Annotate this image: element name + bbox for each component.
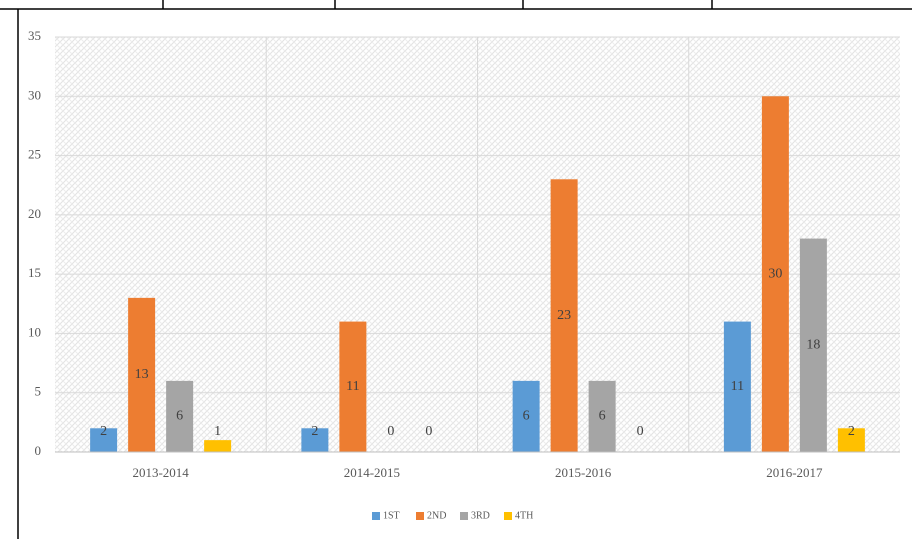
data-label: 0 [387, 424, 394, 439]
data-label: 18 [806, 338, 820, 353]
legend-label: 1ST [383, 510, 400, 521]
bar [550, 179, 578, 453]
y-tick-label: 20 [28, 206, 41, 221]
bar [723, 321, 751, 452]
data-label: 0 [425, 424, 432, 439]
bar [837, 428, 865, 452]
legend-label: 4TH [515, 510, 533, 521]
legend-swatch [504, 512, 512, 520]
data-label: 6 [523, 409, 530, 424]
bar [90, 428, 118, 452]
legend-swatch [460, 512, 468, 520]
data-label: 1 [214, 424, 221, 439]
data-label: 2 [848, 424, 855, 439]
y-tick-label: 10 [28, 324, 41, 339]
bar [128, 297, 156, 452]
legend-swatch [372, 512, 380, 520]
legend-swatch [416, 512, 424, 520]
legend-label: 3RD [471, 510, 490, 521]
y-tick-label: 0 [35, 443, 42, 458]
bar [588, 380, 616, 452]
bar [301, 428, 329, 452]
data-label: 2 [311, 424, 318, 439]
data-label: 6 [176, 409, 183, 424]
data-label: 13 [135, 367, 149, 382]
x-tick-label: 2016-2017 [766, 465, 823, 480]
x-tick-label: 2013-2014 [132, 465, 189, 480]
bar [799, 238, 827, 452]
y-tick-label: 5 [35, 384, 42, 399]
bar [761, 96, 789, 453]
y-tick-label: 25 [28, 147, 41, 162]
bar [339, 321, 367, 452]
bar [512, 380, 540, 452]
data-label: 6 [599, 409, 606, 424]
bar [166, 380, 194, 452]
data-label: 11 [346, 379, 359, 394]
y-tick-label: 30 [28, 87, 41, 102]
y-tick-label: 35 [28, 28, 41, 43]
legend-label: 2ND [427, 510, 446, 521]
data-label: 30 [768, 266, 782, 281]
bar [204, 440, 232, 452]
x-tick-label: 2014-2015 [344, 465, 400, 480]
data-label: 11 [731, 379, 744, 394]
data-label: 23 [557, 308, 571, 323]
y-tick-label: 15 [28, 265, 41, 280]
data-label: 2 [100, 424, 107, 439]
data-label: 0 [637, 424, 644, 439]
x-tick-label: 2015-2016 [555, 465, 612, 480]
